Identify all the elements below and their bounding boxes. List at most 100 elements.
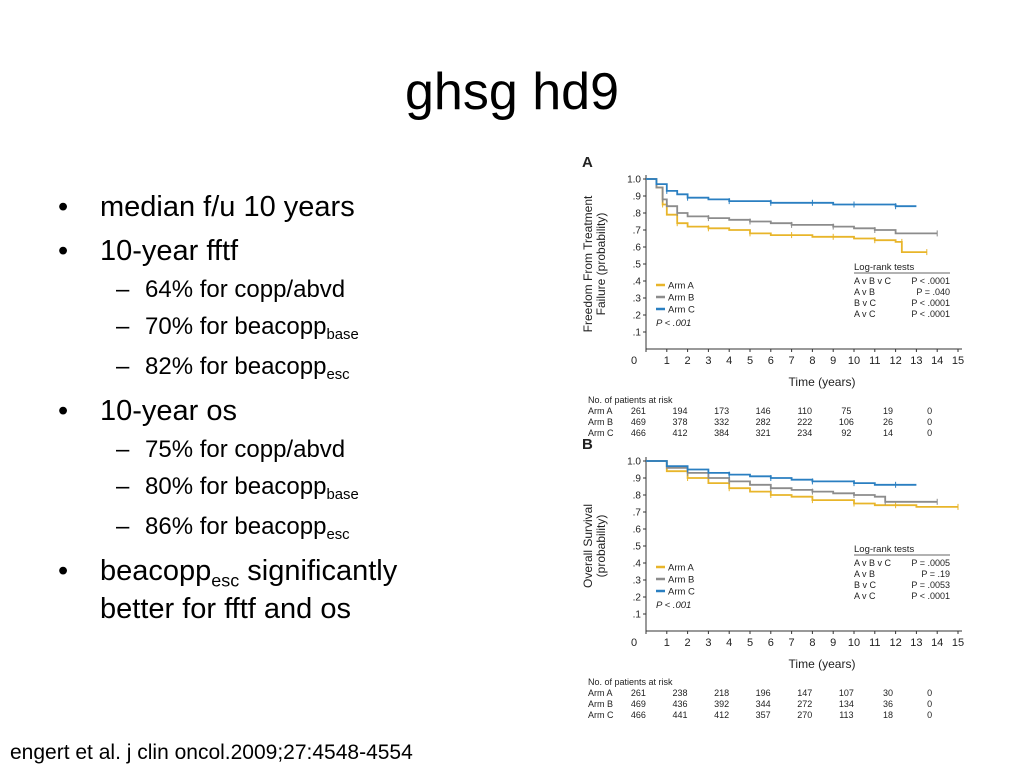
x-tick-label: 11 (869, 355, 880, 367)
x-tick-label: 7 (789, 355, 795, 367)
x-tick-label: 14 (931, 355, 943, 367)
risk-table-cell: 107 (839, 688, 854, 698)
logrank-comparison: A v B (854, 287, 875, 297)
x-tick-label: 1 (664, 355, 670, 367)
risk-table-cell: 26 (883, 417, 893, 427)
risk-table-row-label: Arm B (588, 417, 613, 427)
risk-table-row-label: Arm C (588, 428, 614, 438)
sub-bullet-item: 86% for beacoppesc (58, 513, 478, 545)
risk-table-cell: 332 (714, 417, 729, 427)
risk-table-cell: 218 (714, 688, 729, 698)
x-tick-label: 6 (768, 637, 774, 649)
logrank-p-value: P < .0001 (911, 591, 950, 601)
y-tick-label: .2 (633, 311, 642, 322)
x-axis-label: Time (years) (789, 375, 856, 389)
x-tick-label: 12 (889, 637, 901, 649)
risk-table-cell: 173 (714, 406, 729, 416)
risk-table-cell: 234 (797, 428, 812, 438)
bullet-text: 70% for beacopp (145, 312, 327, 340)
risk-table-cell: 75 (841, 406, 851, 416)
y-axis-label: (probability) (594, 515, 608, 578)
x-tick-label: 8 (809, 355, 815, 367)
panel-label: A (582, 154, 593, 171)
risk-table-cell: 92 (841, 428, 851, 438)
bullet-list: median f/u 10 years 10-year fftf 64% for c… (58, 180, 478, 626)
legend-label: Arm A (668, 281, 695, 292)
logrank-comparison: A v C (854, 309, 876, 319)
risk-table-cell: 146 (756, 406, 771, 416)
risk-table-cell: 412 (714, 710, 729, 720)
risk-table-cell: 0 (927, 688, 932, 698)
y-tick-label: .8 (633, 491, 642, 502)
legend-label: Arm B (668, 575, 694, 586)
km-curve-arm-c (646, 178, 917, 208)
bullet-text: beacopp (100, 555, 212, 588)
risk-table-cell: 19 (883, 406, 893, 416)
bullet-text: 75% for copp/abvd (145, 436, 346, 464)
x-tick-label: 0 (631, 637, 637, 649)
risk-table-cell: 110 (798, 406, 812, 416)
x-tick-label: 13 (910, 355, 922, 367)
x-tick-label: 14 (931, 637, 943, 649)
risk-table-cell: 0 (927, 406, 932, 416)
bullet-text-tail: significantly better for fftf and os (100, 555, 398, 625)
risk-table-cell: 261 (631, 688, 646, 698)
risk-table-cell: 0 (927, 699, 932, 709)
y-tick-label: .2 (633, 593, 642, 604)
y-tick-label: .1 (633, 328, 642, 339)
citation-footer: engert et al. j clin oncol.2009;27:4548-… (10, 741, 413, 764)
x-tick-label: 15 (952, 637, 964, 649)
risk-table-row-label: Arm B (588, 699, 613, 709)
risk-table-cell: 466 (631, 428, 646, 438)
slide-title: ghsg hd9 (405, 63, 619, 121)
logrank-p-value: P < .0001 (911, 309, 950, 319)
y-tick-label: .6 (633, 525, 642, 536)
bullet-text: 10-year os (100, 395, 238, 428)
y-tick-label: .3 (633, 576, 642, 587)
x-tick-label: 1 (664, 637, 670, 649)
bullet-subscript: esc (326, 366, 350, 383)
x-tick-label: 15 (952, 355, 964, 367)
x-tick-label: 13 (910, 637, 922, 649)
x-tick-label: 3 (705, 637, 711, 649)
risk-table-cell: 36 (883, 699, 893, 709)
legend-p-value: P < .001 (656, 600, 691, 611)
legend-label: Arm B (668, 293, 694, 304)
y-tick-label: .4 (633, 277, 642, 288)
logrank-comparison: B v C (854, 298, 877, 308)
logrank-title: Log-rank tests (854, 544, 914, 555)
x-tick-label: 2 (685, 355, 691, 367)
risk-table-cell: 134 (839, 699, 854, 709)
risk-table-cell: 106 (839, 417, 854, 427)
y-tick-label: .3 (633, 294, 642, 305)
x-tick-label: 9 (830, 355, 836, 367)
x-tick-label: 2 (685, 637, 691, 649)
y-tick-label: .4 (633, 559, 642, 570)
risk-table-cell: 466 (631, 710, 646, 720)
logrank-p-value: P = .040 (916, 287, 950, 297)
legend-label: Arm C (668, 305, 695, 316)
logrank-comparison: B v C (854, 580, 877, 590)
x-tick-label: 4 (726, 355, 732, 367)
risk-table-cell: 14 (883, 428, 893, 438)
x-tick-label: 12 (889, 355, 901, 367)
bullet-subscript: base (326, 486, 359, 503)
risk-table-cell: 321 (756, 428, 771, 438)
y-tick-label: .6 (633, 243, 642, 254)
bullet-text: 82% for beacopp (145, 352, 327, 380)
logrank-comparison: A v C (854, 591, 876, 601)
bullet-subscript: esc (326, 526, 350, 543)
risk-table-cell: 147 (797, 688, 812, 698)
sub-bullet-item: 70% for beacoppbase (58, 313, 478, 345)
bullet-text: 86% for beacopp (145, 512, 327, 540)
risk-table-row-label: Arm A (588, 406, 613, 416)
km-figure-svg: A Freedom From Treatment Failure (probabil… (581, 154, 964, 720)
y-tick-label: .9 (633, 192, 642, 203)
risk-table-cell: 222 (797, 417, 812, 427)
x-tick-label: 10 (848, 637, 860, 649)
legend-label: Arm A (668, 563, 695, 574)
km-curve-arm-b (646, 460, 938, 503)
x-tick-label: 9 (830, 637, 836, 649)
risk-table-cell: 196 (756, 688, 771, 698)
risk-table-cell: 261 (631, 406, 646, 416)
